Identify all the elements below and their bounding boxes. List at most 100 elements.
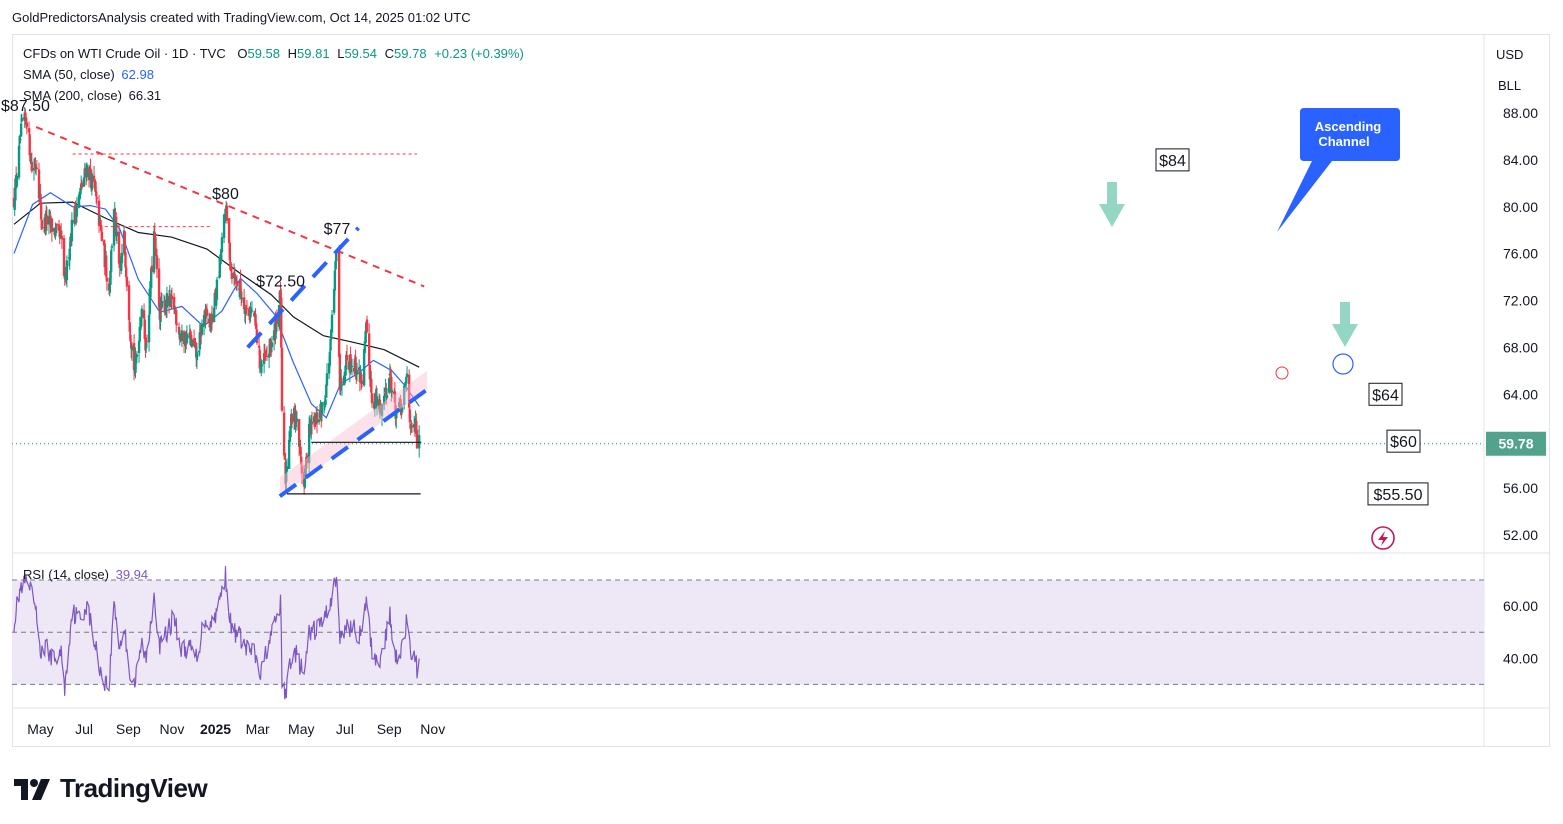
candle-body [264,355,267,357]
candle-body [227,218,231,244]
candle-body [42,226,46,228]
rsi-pane [12,566,1484,700]
candle-body [368,364,372,380]
candle-body [233,273,237,277]
legend-sma200-label: SMA (200, close) [23,88,122,103]
candle-body [213,292,217,307]
candle-body [385,389,388,396]
candle-body [219,259,222,262]
candle-body [150,267,153,288]
resistance-trendline [35,126,425,288]
candle-body [269,339,272,347]
candle-body [159,303,162,323]
candle-body [409,424,412,428]
legend-sma200-row[interactable]: SMA (200, close) 66.31 [23,88,161,103]
grid-layer [12,34,1550,747]
legend-symbol-row[interactable]: CFDs on WTI Crude Oil · 1D · TVC O59.58 … [23,46,524,61]
candle-body [283,455,287,460]
candle-body [29,155,32,162]
resistance-touch-circle [1275,366,1289,380]
candle-body [405,376,408,384]
candle-body [200,323,204,335]
candle-body [112,208,116,246]
down-arrow-icon [1332,302,1358,347]
candle-body [387,378,391,393]
candle-body [109,250,113,273]
candle-body [114,211,117,216]
y-tick-label: 64.00 [1503,386,1538,402]
candle-body [65,260,69,281]
candle-body [105,277,109,282]
candle-body [85,164,89,177]
currency-label[interactable]: USD [1496,47,1524,62]
tradingview-logo[interactable]: TradingView [14,773,208,804]
candle-body [230,273,234,279]
candle-body [410,427,413,429]
candle-body [113,209,116,211]
callout-text-line2: Channel [1318,134,1369,149]
candle-body [300,456,303,465]
candle-body [385,395,389,399]
candle-body [257,345,261,348]
candle-body [249,310,252,318]
x-tick-label: Sep [116,721,141,737]
candle-body [73,206,76,225]
legend-rsi-row[interactable]: RSI (14, close) 39.94 [23,567,148,582]
candle-body [132,343,136,371]
candle-body [129,341,133,349]
candle-body [244,307,247,315]
candle-body [45,215,49,225]
candle-body [220,249,223,260]
candle-body [182,331,186,345]
legend-close: 59.78 [394,46,427,61]
candle-body [198,332,201,350]
candle-body [180,330,184,342]
candle-body [25,122,29,128]
candle-body [388,373,392,376]
candle-body [357,367,361,371]
candle-body [275,317,279,325]
candle-body [363,341,367,349]
legend-sma50-label: SMA (50, close) [23,67,115,82]
candle-body [310,418,313,434]
candle-body [70,219,74,242]
candle-body [14,178,17,201]
legend-sma50-row[interactable]: SMA (50, close) 62.98 [23,67,154,82]
candle-body [310,421,314,425]
candle-body [317,419,321,423]
candle-body [405,373,409,378]
candle-body [155,255,159,270]
candle-body [215,279,219,300]
legend-low-label: L [337,46,345,61]
candle-body [383,395,387,397]
candle-body [247,308,251,316]
candle-body [100,231,104,241]
candle-body [415,420,418,430]
legend-close-label: C [384,46,395,61]
candle-body [325,384,328,398]
candle-body [267,353,271,358]
y-tick-label: 72.00 [1503,293,1538,309]
candle-body [18,137,21,144]
candle-body [370,378,373,393]
price-annotation-label: $80 [212,186,239,203]
candle-body [242,297,246,310]
candle-body [260,366,263,373]
candle-body [228,242,232,261]
candle-body [315,412,319,424]
candle-body [164,307,167,313]
candle-body [97,200,101,226]
x-tick-label: Sep [377,721,402,737]
candle-body [364,330,367,343]
candle-body [367,333,371,364]
candle-body [59,232,63,235]
candle-body [320,402,324,415]
legend-sma200-value: 66.31 [128,88,162,103]
candle-body [332,289,336,313]
candle-body [24,112,27,119]
candle-body [155,250,158,257]
unit-label[interactable]: BLL [1498,78,1522,93]
boxed-price-label: $55.50 [1374,487,1423,504]
candle-body [170,295,174,300]
